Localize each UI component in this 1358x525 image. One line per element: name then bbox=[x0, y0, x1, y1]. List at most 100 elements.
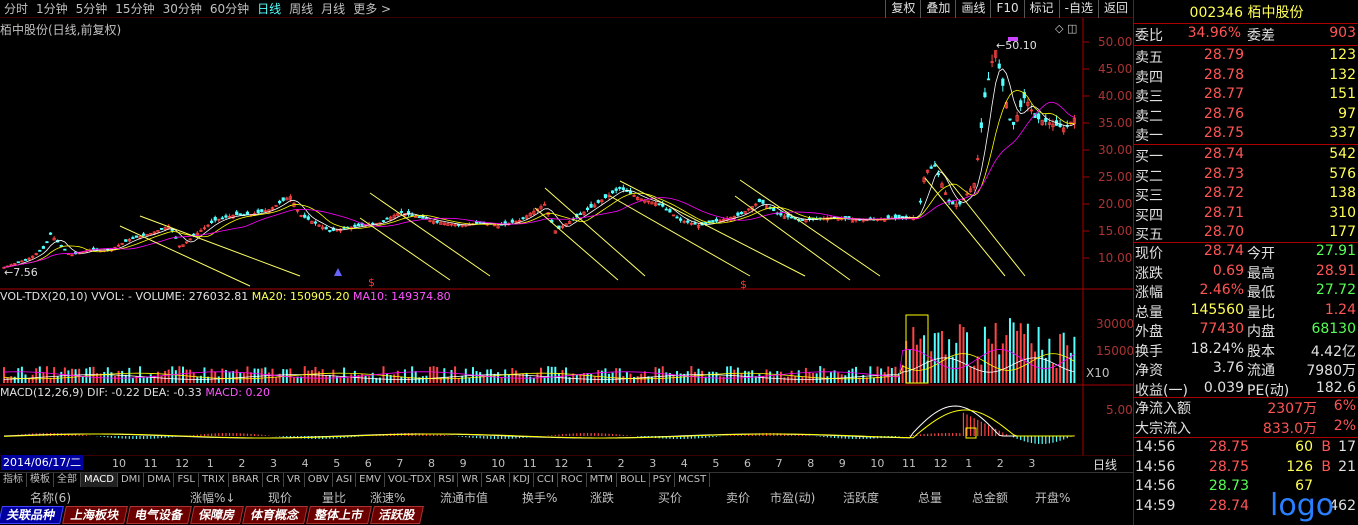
candle-body bbox=[274, 204, 278, 207]
column-header-10[interactable]: 市盈(动) bbox=[770, 491, 816, 505]
indicator-tab-18[interactable]: KDJ bbox=[510, 473, 534, 487]
indicator-tab-17[interactable]: SAR bbox=[482, 473, 510, 487]
column-header-8[interactable]: 买价 bbox=[658, 491, 683, 505]
period-tab-4[interactable]: 30分钟 bbox=[162, 2, 202, 16]
indicator-tab-6[interactable]: FSL bbox=[174, 473, 199, 487]
stock-chart-title: 栢中股份(日线,前复权) bbox=[0, 23, 122, 37]
indicator-tab-1[interactable]: 模板 bbox=[27, 473, 54, 487]
candle-body bbox=[156, 230, 160, 233]
candle-body bbox=[693, 222, 697, 225]
tool-button-3[interactable]: F10 bbox=[990, 0, 1023, 18]
stat-value: 2.46% bbox=[1199, 282, 1244, 298]
tick-side: B bbox=[1321, 458, 1331, 475]
date-tick: 4 bbox=[680, 457, 688, 470]
candle-body bbox=[650, 201, 654, 205]
column-header-6[interactable]: 换手% bbox=[522, 491, 558, 505]
tick-time: 14:56 bbox=[1135, 439, 1176, 455]
indicator-tab-13[interactable]: EMV bbox=[356, 473, 385, 487]
sector-tab-5[interactable]: 整体上市 bbox=[306, 506, 373, 524]
indicator-tab-21[interactable]: MTM bbox=[587, 473, 617, 487]
indicator-tab-0[interactable]: 指标 bbox=[0, 473, 27, 487]
tool-button-6[interactable]: 返回 bbox=[1097, 0, 1133, 18]
candle-body bbox=[976, 158, 980, 160]
stat-label-2: 今开 bbox=[1247, 246, 1275, 262]
candle-body bbox=[969, 188, 973, 192]
period-tab-1[interactable]: 1分钟 bbox=[36, 2, 68, 16]
indicator-tab-9[interactable]: CR bbox=[263, 473, 284, 487]
sector-tab-3[interactable]: 保障房 bbox=[190, 506, 244, 524]
sector-tab-4[interactable]: 体育概念 bbox=[242, 506, 308, 524]
vol-ma20: MA20: 150905.20 bbox=[251, 290, 350, 303]
indicator-tab-19[interactable]: CCI bbox=[534, 473, 558, 487]
tool-button-4[interactable]: 标记 bbox=[1023, 0, 1059, 18]
ask-row: 卖一 28.75 337 bbox=[1134, 125, 1358, 144]
column-header-14[interactable]: 开盘% bbox=[1035, 491, 1071, 505]
indicator-tab-12[interactable]: ASI bbox=[333, 473, 357, 487]
price-axis-label: 50.00 bbox=[1098, 35, 1132, 49]
period-tab-0[interactable]: 分时 bbox=[4, 2, 29, 16]
bid-row: 买四 28.71 310 bbox=[1134, 205, 1358, 224]
indicator-tab-24[interactable]: MCST bbox=[675, 473, 711, 487]
kline-chart[interactable]: 50.00 45.00 40.00 35.00 30.00 25.00 20.00 15.00… bbox=[0, 18, 1133, 458]
ma-line-10 bbox=[3, 89, 1075, 268]
candle-body bbox=[1001, 78, 1005, 86]
indicator-tab-16[interactable]: WR bbox=[458, 473, 483, 487]
period-tab-2[interactable]: 5分钟 bbox=[75, 2, 108, 16]
date-tick: 9 bbox=[459, 457, 467, 470]
column-header-7[interactable]: 涨跌 bbox=[590, 491, 615, 505]
indicator-tab-5[interactable]: DMA bbox=[144, 473, 175, 487]
indicator-tab-10[interactable]: VR bbox=[284, 473, 305, 487]
column-header-4[interactable]: 涨速% bbox=[370, 491, 406, 505]
column-header-12[interactable]: 总量 bbox=[918, 491, 943, 505]
indicator-tab-4[interactable]: DMI bbox=[118, 473, 145, 487]
sector-tab-1[interactable]: 上海板块 bbox=[62, 506, 128, 524]
period-tab-5[interactable]: 60分钟 bbox=[209, 2, 250, 16]
candle-body bbox=[306, 216, 310, 220]
column-header-2[interactable]: 现价 bbox=[268, 491, 293, 505]
column-header-1[interactable]: 涨幅%↓ bbox=[190, 491, 236, 505]
tool-button-2[interactable]: 画线 bbox=[955, 0, 990, 18]
sector-tab-6[interactable]: 活跃股 bbox=[370, 506, 425, 524]
column-header-13[interactable]: 总金额 bbox=[972, 491, 1009, 505]
column-header-11[interactable]: 活跃度 bbox=[843, 491, 880, 505]
indicator-tab-20[interactable]: ROC bbox=[558, 473, 587, 487]
column-header-5[interactable]: 流通市值 bbox=[440, 491, 489, 505]
period-tab-3[interactable]: 15分钟 bbox=[115, 2, 155, 16]
date-tick: 3 bbox=[1028, 457, 1036, 470]
indicator-tab-14[interactable]: VOL-TDX bbox=[385, 473, 436, 487]
event-marker-icon bbox=[334, 268, 342, 276]
indicator-tab-22[interactable]: BOLL bbox=[617, 473, 650, 487]
date-tick: 10 bbox=[491, 457, 506, 470]
candle-body bbox=[256, 209, 260, 213]
candle-body bbox=[553, 230, 557, 234]
indicator-tab-7[interactable]: TRIX bbox=[199, 473, 229, 487]
period-tab-7[interactable]: 周线 bbox=[289, 2, 314, 16]
tool-button-0[interactable]: 复权 bbox=[885, 0, 920, 18]
chart-window-controls[interactable]: ◇ ◫ bbox=[1055, 22, 1078, 35]
indicator-tab-3[interactable]: MACD bbox=[81, 473, 118, 487]
candle-body bbox=[224, 215, 228, 218]
period-tab-9[interactable]: 更多 > bbox=[353, 2, 392, 16]
candle-body bbox=[611, 190, 615, 194]
period-tab-8[interactable]: 月线 bbox=[321, 2, 346, 16]
indicator-tab-23[interactable]: PSY bbox=[650, 473, 676, 487]
column-header-3[interactable]: 量比 bbox=[322, 491, 347, 505]
indicator-tab-11[interactable]: OBV bbox=[305, 473, 333, 487]
column-header-0[interactable]: 名称(6) bbox=[30, 491, 71, 505]
column-header-9[interactable]: 卖价 bbox=[726, 491, 751, 505]
indicator-tab-15[interactable]: RSI bbox=[435, 473, 459, 487]
tool-button-1[interactable]: 叠加 bbox=[920, 0, 955, 18]
sector-tab-0[interactable]: 关联品种 bbox=[0, 506, 64, 524]
indicator-tab-8[interactable]: BRAR bbox=[229, 473, 263, 487]
candle-body bbox=[303, 214, 307, 218]
tool-button-5[interactable]: -自选 bbox=[1058, 0, 1098, 18]
indicator-tab-2[interactable]: 全部 bbox=[54, 473, 81, 487]
bid-label: 买三 bbox=[1135, 188, 1163, 204]
volume-indicator-header: VOL-TDX(20,10) VVOL: - VOLUME: 276032.81… bbox=[0, 290, 451, 303]
period-tab-6[interactable]: 日线 bbox=[257, 2, 282, 16]
stat-row: 涨跌 0.69 最高 28.91 bbox=[1134, 263, 1358, 282]
trend-channel-line bbox=[619, 180, 806, 277]
sector-tab-2[interactable]: 电气设备 bbox=[126, 506, 192, 524]
candle-body bbox=[983, 92, 987, 98]
stat-row: 总量 145560 量比 1.24 bbox=[1134, 302, 1358, 321]
